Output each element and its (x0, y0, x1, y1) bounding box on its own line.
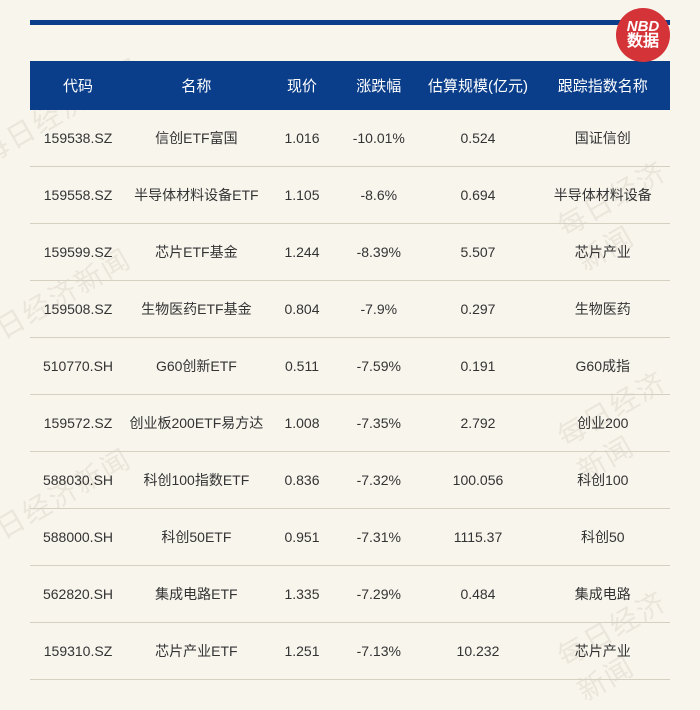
table-cell: 0.524 (420, 128, 535, 148)
table-cell: -8.39% (337, 242, 420, 262)
table-cell: 芯片ETF基金 (126, 242, 267, 262)
table-cell: 10.232 (420, 641, 535, 661)
table-cell: 芯片产业ETF (126, 641, 267, 661)
table-cell: 集成电路 (536, 584, 670, 604)
table-cell: 588030.SH (30, 470, 126, 490)
table-cell: 159310.SZ (30, 641, 126, 661)
table-row: 588000.SH科创50ETF0.951-7.31%1115.37科创50 (30, 509, 670, 566)
table-cell: 5.507 (420, 242, 535, 262)
table-cell: 信创ETF富国 (126, 128, 267, 148)
table-row: 159599.SZ芯片ETF基金1.244-8.39%5.507芯片产业 (30, 224, 670, 281)
table-cell: -7.9% (337, 299, 420, 319)
table-cell: 0.804 (267, 299, 337, 319)
table-row: 159538.SZ信创ETF富国1.016-10.01%0.524国证信创 (30, 110, 670, 167)
table-cell: 1.244 (267, 242, 337, 262)
table-cell: -7.32% (337, 470, 420, 490)
table-row: 159508.SZ生物医药ETF基金0.804-7.9%0.297生物医药 (30, 281, 670, 338)
table-column-header: 名称 (126, 75, 267, 96)
table-cell: 159558.SZ (30, 185, 126, 205)
table-row: 562820.SH集成电路ETF1.335-7.29%0.484集成电路 (30, 566, 670, 623)
table-cell: -7.31% (337, 527, 420, 547)
table-cell: -10.01% (337, 128, 420, 148)
table-cell: 芯片产业 (536, 641, 670, 661)
table-cell: G60创新ETF (126, 356, 267, 376)
table-cell: 1.008 (267, 413, 337, 433)
table-cell: 1.105 (267, 185, 337, 205)
table-column-header: 跟踪指数名称 (536, 75, 670, 96)
etf-table: 代码名称现价涨跌幅估算规模(亿元)跟踪指数名称 159538.SZ信创ETF富国… (30, 61, 670, 680)
table-cell: 芯片产业 (536, 242, 670, 262)
table-cell: 0.297 (420, 299, 535, 319)
nbd-badge: NBD 数据 (616, 8, 670, 62)
table-cell: -7.29% (337, 584, 420, 604)
table-column-header: 估算规模(亿元) (420, 75, 535, 96)
table-header: 代码名称现价涨跌幅估算规模(亿元)跟踪指数名称 (30, 61, 670, 110)
table-cell: 1115.37 (420, 527, 535, 547)
table-cell: 科创100指数ETF (126, 470, 267, 490)
table-row: 510770.SHG60创新ETF0.511-7.59%0.191G60成指 (30, 338, 670, 395)
table-cell: 0.836 (267, 470, 337, 490)
table-cell: 生物医药 (536, 299, 670, 319)
table-cell: 1.016 (267, 128, 337, 148)
table-row: 159572.SZ创业板200ETF易方达1.008-7.35%2.792创业2… (30, 395, 670, 452)
table-cell: -7.59% (337, 356, 420, 376)
table-cell: 159508.SZ (30, 299, 126, 319)
table-cell: 0.694 (420, 185, 535, 205)
table-body: 159538.SZ信创ETF富国1.016-10.01%0.524国证信创159… (30, 110, 670, 680)
table-cell: 科创50ETF (126, 527, 267, 547)
main-container: NBD 数据 代码名称现价涨跌幅估算规模(亿元)跟踪指数名称 159538.SZ… (0, 0, 700, 700)
table-cell: 半导体材料设备 (536, 185, 670, 205)
table-cell: 创业板200ETF易方达 (126, 413, 267, 433)
table-cell: 159599.SZ (30, 242, 126, 262)
table-cell: -8.6% (337, 185, 420, 205)
table-cell: -7.35% (337, 413, 420, 433)
table-row: 159310.SZ芯片产业ETF1.251-7.13%10.232芯片产业 (30, 623, 670, 680)
table-cell: 159538.SZ (30, 128, 126, 148)
table-cell: 0.511 (267, 356, 337, 376)
badge-bottom-text: 数据 (627, 34, 659, 51)
table-cell: 创业200 (536, 413, 670, 433)
table-column-header: 代码 (30, 75, 126, 96)
table-cell: 100.056 (420, 470, 535, 490)
table-cell: -7.13% (337, 641, 420, 661)
table-cell: 510770.SH (30, 356, 126, 376)
table-row: 588030.SH科创100指数ETF0.836-7.32%100.056科创1… (30, 452, 670, 509)
table-cell: G60成指 (536, 356, 670, 376)
table-cell: 科创100 (536, 470, 670, 490)
table-cell: 159572.SZ (30, 413, 126, 433)
table-cell: 集成电路ETF (126, 584, 267, 604)
table-cell: 0.191 (420, 356, 535, 376)
table-cell: 半导体材料设备ETF (126, 185, 267, 205)
table-column-header: 现价 (267, 75, 337, 96)
header-line (30, 20, 670, 25)
table-cell: 科创50 (536, 527, 670, 547)
table-cell: 588000.SH (30, 527, 126, 547)
table-cell: 国证信创 (536, 128, 670, 148)
table-cell: 2.792 (420, 413, 535, 433)
table-cell: 1.335 (267, 584, 337, 604)
table-column-header: 涨跌幅 (337, 75, 420, 96)
table-cell: 562820.SH (30, 584, 126, 604)
table-cell: 1.251 (267, 641, 337, 661)
table-cell: 0.951 (267, 527, 337, 547)
table-cell: 0.484 (420, 584, 535, 604)
table-cell: 生物医药ETF基金 (126, 299, 267, 319)
table-row: 159558.SZ半导体材料设备ETF1.105-8.6%0.694半导体材料设… (30, 167, 670, 224)
